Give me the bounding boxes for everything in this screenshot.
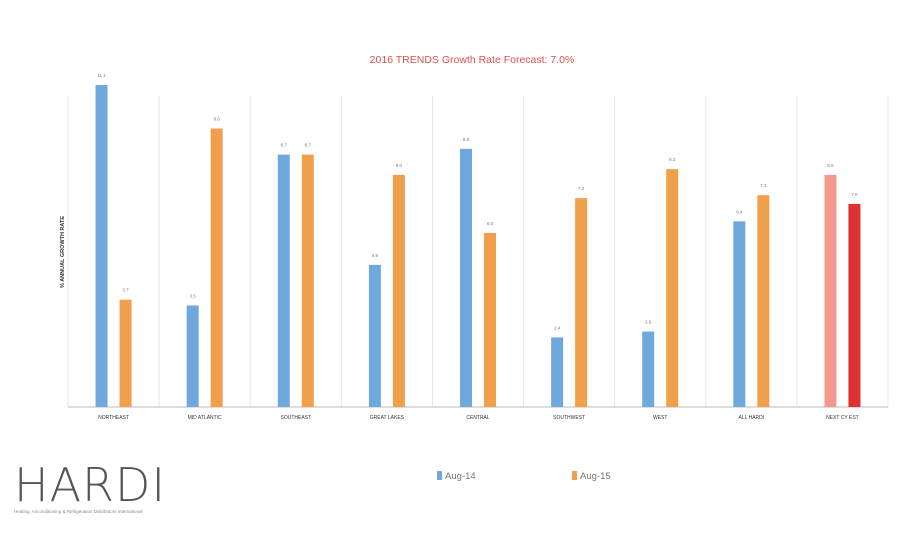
data-label: 3.5	[190, 293, 197, 298]
bar	[733, 221, 746, 407]
data-label: 6.4	[736, 209, 743, 214]
data-label: 8.0	[396, 163, 403, 168]
logo-tagline: Heating, Airconditioning & Refrigeration…	[14, 509, 143, 514]
bar	[575, 198, 588, 407]
bars	[95, 85, 861, 407]
hardi-logo: HARDI Heating, Airconditioning & Refrige…	[14, 462, 174, 514]
data-label: 9.6	[214, 117, 221, 122]
x-tick-label: SOUTHWEST	[553, 415, 585, 421]
bar	[551, 337, 564, 407]
bar	[460, 148, 472, 407]
data-label: 8.9	[463, 137, 470, 142]
data-label: 7.0	[851, 192, 858, 197]
bar	[301, 154, 314, 407]
bar	[210, 128, 223, 407]
x-tick-label: WEST	[653, 415, 667, 421]
bar	[392, 174, 405, 407]
x-tick-labels: NORTHEAST MID ATLANTIC SOUTHEAST GREAT LAKE…	[98, 415, 859, 421]
x-tick-label: NORTHEAST	[98, 415, 129, 421]
bar	[666, 169, 679, 407]
x-tick-label: SOUTHEAST	[280, 415, 311, 421]
data-label: 8.7	[305, 143, 312, 148]
data-label: 7.3	[760, 183, 767, 188]
logo-wordmark: HARDI	[14, 458, 167, 512]
legend-label: Aug-15	[580, 471, 611, 482]
data-label: 2.4	[554, 325, 561, 330]
data-label: 3.7	[122, 288, 129, 293]
data-label: 8.0	[827, 163, 834, 168]
data-label: 11.1	[97, 73, 106, 78]
x-tick-label: NEXT CY EST	[826, 415, 859, 421]
legend: Aug-14 Aug-15	[437, 471, 611, 482]
data-label: 8.2	[669, 157, 676, 162]
x-tick-label: CENTRAL	[466, 415, 490, 421]
bar-value-labels: 11.1 3.7 3.5 9.6 8.7 8.7 4.9 8.0 8.9 6.0 2.4 7.2 2.6…	[97, 73, 858, 330]
data-label: 8.7	[281, 143, 288, 148]
bar	[824, 174, 837, 407]
bar	[757, 195, 770, 407]
legend-swatch	[437, 471, 442, 480]
x-tick-label: GREAT LAKES	[370, 415, 405, 421]
bar	[186, 305, 199, 407]
bar	[119, 299, 132, 407]
bar	[642, 331, 655, 407]
legend-swatch	[572, 471, 577, 480]
data-label: 4.9	[372, 253, 379, 258]
x-tick-label: ALL HARDI	[738, 415, 764, 421]
bar	[277, 154, 290, 407]
category-separators	[67, 96, 889, 407]
chart-title: 2016 TRENDS Growth Rate Forecast: 7.0%	[370, 54, 575, 66]
x-tick-label: MID ATLANTIC	[188, 415, 222, 421]
bar	[368, 264, 381, 407]
bar	[848, 203, 861, 407]
bar	[484, 232, 496, 407]
data-label: 2.6	[645, 320, 652, 325]
legend-label: Aug-14	[445, 471, 476, 482]
y-axis-label: % ANNUAL GROWTH RATE	[60, 216, 66, 288]
bar	[95, 85, 108, 407]
data-label: 7.2	[578, 186, 585, 191]
data-label: 6.0	[487, 221, 494, 226]
